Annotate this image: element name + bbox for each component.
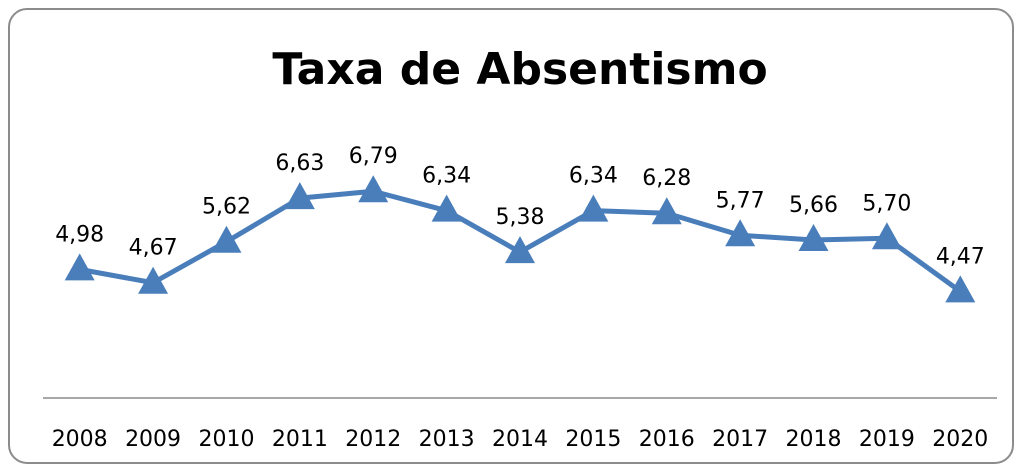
data-label: 5,62 (202, 195, 251, 220)
data-point (358, 175, 389, 203)
data-label: 6,28 (642, 166, 691, 191)
data-point (651, 197, 682, 225)
x-tick-label: 2008 (52, 427, 108, 452)
data-label: 5,38 (496, 205, 545, 230)
chart-title: Taxa de Absentismo (272, 44, 767, 95)
x-tick-label: 2019 (859, 427, 915, 452)
data-label: 4,47 (936, 244, 985, 269)
x-tick-label: 2012 (345, 427, 401, 452)
data-point (138, 266, 169, 294)
data-label: 5,70 (862, 191, 911, 216)
chart-frame (8, 8, 1014, 464)
data-point (945, 275, 976, 303)
x-tick-label: 2014 (492, 427, 548, 452)
data-label: 6,34 (422, 164, 471, 189)
data-point (798, 224, 829, 252)
data-label: 5,77 (716, 188, 765, 213)
data-label: 4,67 (129, 236, 178, 261)
data-point (284, 182, 315, 210)
data-label: 5,66 (789, 193, 838, 218)
data-point (725, 219, 756, 247)
data-label: 6,63 (275, 151, 324, 176)
data-label: 6,34 (569, 164, 618, 189)
data-label: 6,79 (349, 144, 398, 169)
x-tick-label: 2020 (932, 427, 988, 452)
data-point (505, 236, 535, 264)
data-label: 4,98 (55, 222, 104, 247)
data-point (578, 194, 609, 222)
x-tick-label: 2009 (125, 427, 181, 452)
x-tick-label: 2010 (198, 427, 254, 452)
x-tick-label: 2015 (565, 427, 621, 452)
x-tick-label: 2016 (639, 427, 695, 452)
x-tick-label: 2011 (272, 427, 328, 452)
data-point (431, 194, 462, 222)
x-tick-label: 2017 (712, 427, 768, 452)
data-point (871, 222, 902, 250)
x-tick-label: 2013 (419, 427, 475, 452)
data-point (64, 253, 95, 281)
x-tick-label: 2018 (786, 427, 842, 452)
data-point (211, 225, 242, 253)
